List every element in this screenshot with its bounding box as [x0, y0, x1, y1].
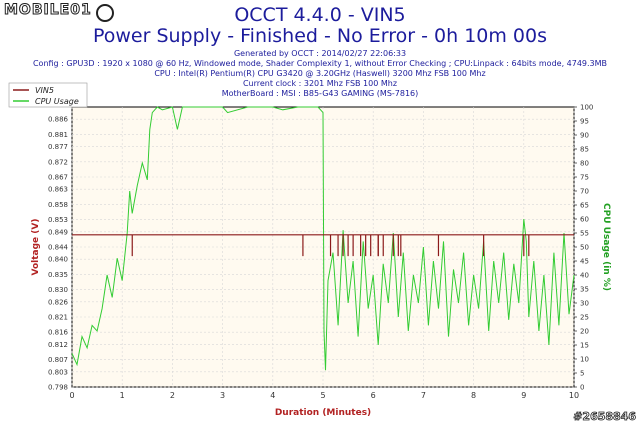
y2-axis-label: CPU Usage (in %)	[601, 203, 611, 291]
info-generated: Generated by OCCT : 2014/02/27 22:06:33	[233, 49, 407, 58]
y2-tick-label: 5	[580, 370, 584, 378]
y2-tick-label: 10	[580, 356, 589, 364]
x-tick-label: 2	[170, 391, 175, 400]
y-tick-label: 0.849	[48, 228, 68, 236]
logo-ring-icon	[96, 4, 114, 22]
x-tick-label: 0	[69, 391, 74, 400]
y2-tick-label: 20	[580, 328, 589, 336]
y-tick-label: 0.803	[48, 368, 68, 376]
y2-tick-label: 40	[580, 272, 589, 280]
y-tick-label: 0.867	[48, 174, 68, 182]
y-tick-label: 0.826	[48, 298, 69, 306]
watermark-logo: MOBILE01	[4, 2, 92, 19]
y2-tick-label: 60	[580, 216, 589, 224]
info-config: Config : GPU3D : 1920 x 1080 @ 60 Hz, Wi…	[32, 59, 608, 68]
y2-tick-label: 90	[580, 132, 589, 140]
x-tick-label: 9	[521, 391, 526, 400]
x-tick-label: 3	[220, 391, 225, 400]
y-tick-label: 0.858	[48, 201, 68, 209]
chart-subtitle: Power Supply - Finished - No Error - 0h …	[92, 25, 548, 47]
y2-tick-label: 25	[580, 314, 589, 322]
y-tick-label: 0.798	[48, 384, 68, 392]
x-tick-label: 10	[569, 391, 579, 400]
y-tick-label: 0.821	[48, 314, 68, 322]
y-tick-label: 0.881	[48, 131, 68, 139]
y2-tick-label: 55	[580, 230, 589, 238]
legend-label-cpu: CPU Usage	[35, 97, 79, 106]
y2-tick-label: 15	[580, 342, 589, 350]
y-tick-label: 0.844	[48, 244, 69, 252]
y2-tick-label: 50	[580, 244, 589, 252]
y-tick-label: 0.886	[48, 116, 69, 124]
y-tick-label: 0.877	[48, 143, 68, 151]
y-tick-label: 0.840	[48, 256, 68, 264]
y2-tick-label: 85	[580, 146, 589, 154]
y-tick-label: 0.863	[48, 186, 68, 194]
y2-tick-label: 75	[580, 174, 589, 182]
x-tick-label: 6	[371, 391, 376, 400]
y2-tick-label: 70	[580, 188, 589, 196]
y2-tick-label: 45	[580, 258, 589, 266]
watermark-id: #2658846	[573, 410, 637, 424]
x-tick-label: 1	[120, 391, 125, 400]
y2-tick-label: 65	[580, 202, 589, 210]
y-tick-label: 0.853	[48, 216, 68, 224]
x-tick-label: 5	[320, 391, 325, 400]
y2-tick-label: 0	[580, 384, 584, 392]
y2-tick-label: 80	[580, 160, 589, 168]
x-axis-label: Duration (Minutes)	[275, 408, 371, 418]
y-tick-label: 0.812	[48, 341, 68, 349]
y-tick-label: 0.816	[48, 329, 69, 337]
cpu-usage-line	[71, 106, 575, 371]
chart-title: OCCT 4.4.0 - VIN5	[234, 4, 406, 26]
legend-label-vin5: VIN5	[35, 86, 54, 95]
legend-box	[8, 82, 88, 108]
y-tick-label: 0.830	[48, 286, 68, 294]
y2-tick-label: 30	[580, 300, 589, 308]
x-tick-label: 4	[270, 391, 275, 400]
y-tick-label: 0.835	[48, 271, 68, 279]
y-axis-label: Voltage (V)	[31, 219, 41, 276]
info-cpu: CPU : Intel(R) Pentium(R) CPU G3420 @ 3.…	[154, 69, 486, 78]
y-tick-label: 0.872	[48, 158, 68, 166]
y2-tick-label: 95	[580, 118, 589, 126]
y2-tick-label: 35	[580, 286, 589, 294]
info-clock: Current clock : 3201 Mhz FSB 100 Mhz	[242, 79, 398, 88]
y-tick-label: 0.807	[48, 356, 68, 364]
x-tick-label: 8	[471, 391, 476, 400]
y2-tick-label: 100	[580, 104, 593, 112]
x-tick-label: 7	[421, 391, 426, 400]
info-motherboard: MotherBoard : MSI : B85-G43 GAMING (MS-7…	[221, 89, 419, 98]
